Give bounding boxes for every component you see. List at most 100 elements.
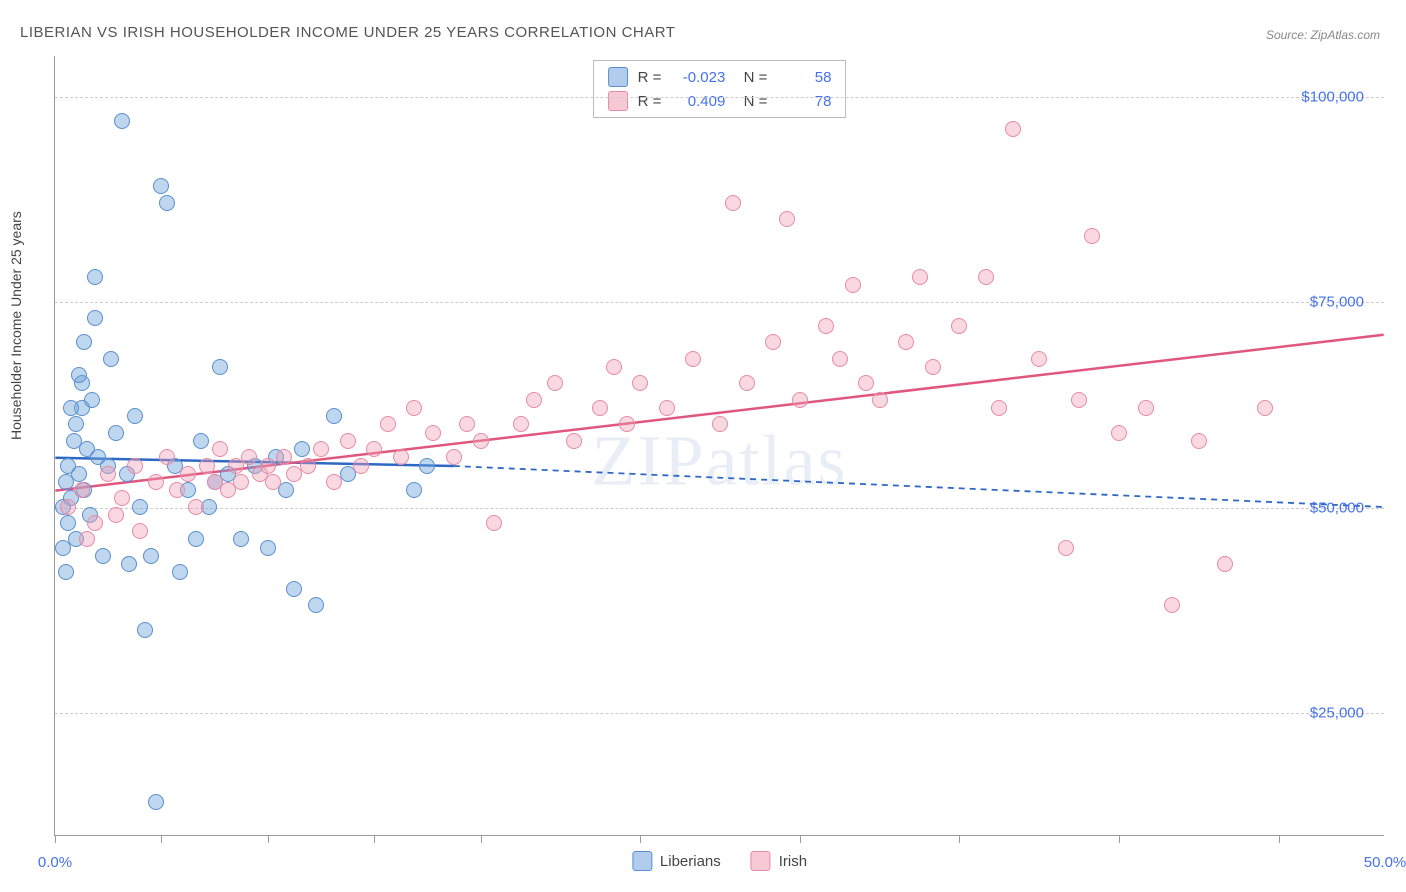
legend-item-liberians: Liberians bbox=[632, 851, 721, 871]
n-label: N = bbox=[735, 69, 767, 86]
series-legend: Liberians Irish bbox=[632, 851, 807, 871]
scatter-point-irish bbox=[60, 499, 76, 515]
scatter-point-irish bbox=[127, 458, 143, 474]
scatter-point-irish bbox=[1217, 556, 1233, 572]
y-axis-label: Householder Income Under 25 years bbox=[8, 211, 24, 440]
scatter-point-liberians bbox=[148, 794, 164, 810]
scatter-point-irish bbox=[473, 433, 489, 449]
scatter-point-irish bbox=[486, 515, 502, 531]
scatter-point-liberians bbox=[68, 416, 84, 432]
scatter-point-irish bbox=[241, 449, 257, 465]
source-attribution: Source: ZipAtlas.com bbox=[1266, 28, 1380, 42]
scatter-point-liberians bbox=[260, 540, 276, 556]
scatter-point-irish bbox=[685, 351, 701, 367]
scatter-point-irish bbox=[114, 490, 130, 506]
scatter-point-irish bbox=[1005, 121, 1021, 137]
xtick bbox=[1279, 835, 1280, 843]
chart-title: LIBERIAN VS IRISH HOUSEHOLDER INCOME UND… bbox=[20, 24, 675, 41]
swatch-pink-icon bbox=[608, 91, 628, 111]
scatter-point-liberians bbox=[172, 564, 188, 580]
xtick bbox=[959, 835, 960, 843]
plot-area: ZIPatlas R = -0.023 N = 58 R = 0.409 N =… bbox=[54, 56, 1384, 836]
scatter-point-irish bbox=[779, 211, 795, 227]
scatter-point-irish bbox=[406, 400, 422, 416]
scatter-point-irish bbox=[912, 269, 928, 285]
xtick bbox=[55, 835, 56, 843]
scatter-point-liberians bbox=[87, 269, 103, 285]
scatter-point-irish bbox=[513, 416, 529, 432]
scatter-point-liberians bbox=[143, 548, 159, 564]
scatter-point-irish bbox=[606, 359, 622, 375]
scatter-point-irish bbox=[592, 400, 608, 416]
scatter-point-irish bbox=[765, 334, 781, 350]
xtick bbox=[640, 835, 641, 843]
gridline bbox=[55, 508, 1384, 509]
xtick bbox=[800, 835, 801, 843]
scatter-point-irish bbox=[148, 474, 164, 490]
scatter-point-irish bbox=[898, 334, 914, 350]
scatter-point-irish bbox=[100, 466, 116, 482]
legend-row-liberians: R = -0.023 N = 58 bbox=[608, 65, 832, 89]
gridline bbox=[55, 713, 1384, 714]
scatter-point-irish bbox=[74, 482, 90, 498]
scatter-point-irish bbox=[340, 433, 356, 449]
scatter-point-irish bbox=[712, 416, 728, 432]
r-label: R = bbox=[638, 93, 662, 110]
xtick-label: 0.0% bbox=[38, 854, 72, 871]
ytick-label: $50,000 bbox=[1310, 499, 1364, 516]
scatter-point-liberians bbox=[84, 392, 100, 408]
scatter-point-liberians bbox=[132, 499, 148, 515]
scatter-point-liberians bbox=[137, 622, 153, 638]
scatter-point-irish bbox=[659, 400, 675, 416]
scatter-point-liberians bbox=[114, 113, 130, 129]
scatter-point-irish bbox=[300, 458, 316, 474]
scatter-point-liberians bbox=[159, 195, 175, 211]
ytick-label: $25,000 bbox=[1310, 704, 1364, 721]
scatter-point-irish bbox=[313, 441, 329, 457]
scatter-point-irish bbox=[1031, 351, 1047, 367]
gridline bbox=[55, 97, 1384, 98]
scatter-point-irish bbox=[991, 400, 1007, 416]
scatter-point-irish bbox=[832, 351, 848, 367]
scatter-point-liberians bbox=[71, 466, 87, 482]
scatter-point-irish bbox=[326, 474, 342, 490]
scatter-point-irish bbox=[547, 375, 563, 391]
swatch-blue-icon bbox=[608, 67, 628, 87]
scatter-point-irish bbox=[353, 458, 369, 474]
scatter-point-irish bbox=[1111, 425, 1127, 441]
legend-item-irish: Irish bbox=[751, 851, 807, 871]
scatter-point-irish bbox=[366, 441, 382, 457]
scatter-point-liberians bbox=[95, 548, 111, 564]
scatter-point-irish bbox=[425, 425, 441, 441]
scatter-point-liberians bbox=[63, 400, 79, 416]
scatter-point-irish bbox=[276, 449, 292, 465]
trend-line-dashed-liberians bbox=[454, 466, 1384, 507]
scatter-point-irish bbox=[951, 318, 967, 334]
scatter-point-irish bbox=[1191, 433, 1207, 449]
scatter-point-liberians bbox=[121, 556, 137, 572]
scatter-point-irish bbox=[1257, 400, 1273, 416]
xtick bbox=[268, 835, 269, 843]
scatter-point-irish bbox=[725, 195, 741, 211]
scatter-point-liberians bbox=[326, 408, 342, 424]
scatter-point-irish bbox=[459, 416, 475, 432]
scatter-point-irish bbox=[792, 392, 808, 408]
scatter-point-irish bbox=[566, 433, 582, 449]
scatter-point-liberians bbox=[87, 310, 103, 326]
ytick-label: $100,000 bbox=[1301, 89, 1364, 106]
scatter-point-irish bbox=[818, 318, 834, 334]
scatter-point-irish bbox=[978, 269, 994, 285]
swatch-blue-icon bbox=[632, 851, 652, 871]
xtick-label: 50.0% bbox=[1364, 854, 1406, 871]
swatch-pink-icon bbox=[751, 851, 771, 871]
scatter-point-liberians bbox=[286, 581, 302, 597]
scatter-point-liberians bbox=[188, 531, 204, 547]
correlation-legend: R = -0.023 N = 58 R = 0.409 N = 78 bbox=[593, 60, 847, 118]
legend-label: Liberians bbox=[660, 853, 721, 870]
scatter-point-liberians bbox=[294, 441, 310, 457]
scatter-point-irish bbox=[526, 392, 542, 408]
r-value-liberians: -0.023 bbox=[671, 69, 725, 86]
scatter-point-liberians bbox=[60, 515, 76, 531]
scatter-point-liberians bbox=[193, 433, 209, 449]
scatter-point-liberians bbox=[406, 482, 422, 498]
